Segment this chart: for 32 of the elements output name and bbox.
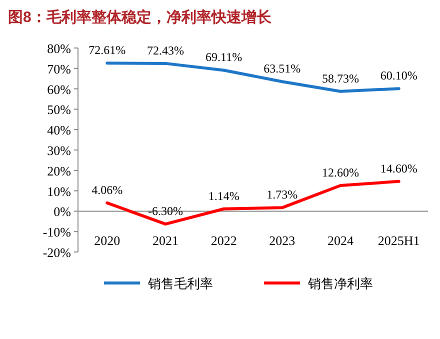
x-tick-label: 2024 bbox=[328, 233, 354, 248]
legend-label: 销售毛利率 bbox=[147, 276, 213, 291]
data-label: 12.60% bbox=[322, 165, 359, 180]
data-label: 63.51% bbox=[264, 62, 301, 76]
y-tick-label: -20% bbox=[42, 245, 72, 260]
chart-title: 图8：毛利率整体稳定，净利率快速增长 bbox=[8, 8, 272, 26]
data-label: 69.11% bbox=[206, 50, 242, 64]
data-label: 72.43% bbox=[147, 43, 184, 58]
x-tick-label: 2023 bbox=[269, 233, 296, 248]
legend-label: 销售净利率 bbox=[307, 276, 373, 291]
x-tick-label: 2020 bbox=[94, 233, 120, 248]
data-label: -6.30% bbox=[148, 204, 183, 218]
y-tick-label: 20% bbox=[47, 163, 72, 178]
y-tick-label: 70% bbox=[47, 61, 72, 76]
data-label: 14.60% bbox=[380, 161, 418, 176]
y-tick-label: 50% bbox=[47, 102, 72, 118]
y-tick-label: 30% bbox=[47, 143, 72, 158]
data-label: 4.06% bbox=[92, 182, 123, 197]
y-tick-label: 40% bbox=[47, 122, 72, 138]
y-tick-label: 60% bbox=[47, 82, 72, 97]
y-tick-label: 80% bbox=[47, 41, 72, 56]
data-label: 72.61% bbox=[88, 43, 126, 58]
data-label: 60.10% bbox=[380, 68, 418, 83]
y-tick-label: 0% bbox=[54, 204, 72, 220]
data-label: 1.14% bbox=[208, 188, 240, 203]
y-tick-label: 10% bbox=[47, 184, 72, 199]
x-tick-label: 2021 bbox=[152, 233, 178, 248]
data-label: 58.73% bbox=[322, 71, 359, 86]
data-label: 1.73% bbox=[266, 188, 298, 202]
x-tick-label: 2025H1 bbox=[378, 233, 420, 248]
x-tick-label: 2022 bbox=[210, 233, 237, 248]
y-tick-label: -10% bbox=[42, 224, 72, 240]
